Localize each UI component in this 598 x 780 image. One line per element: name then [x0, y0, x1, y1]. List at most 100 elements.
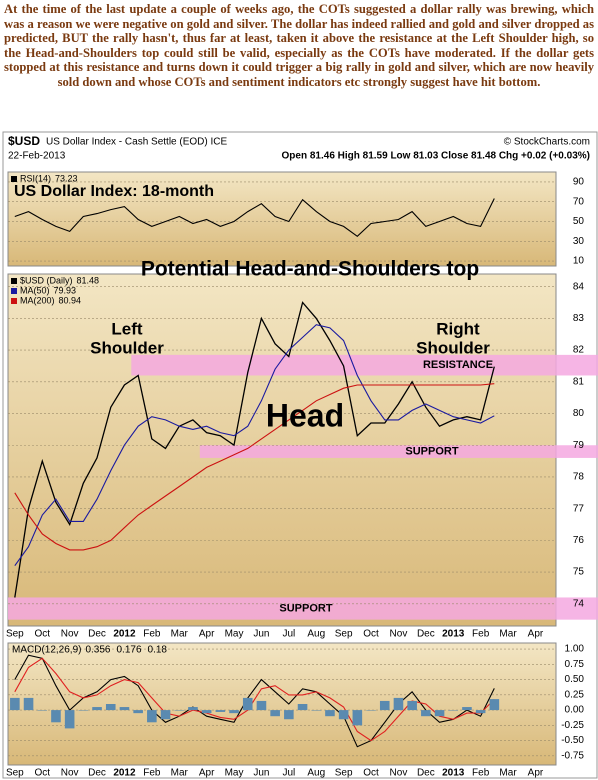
histogram-bar — [105, 704, 116, 711]
annotation: Shoulder — [90, 338, 164, 357]
y-tick-label: 81 — [573, 376, 585, 387]
y-tick-label: 70 — [573, 196, 585, 207]
x-tick-label: Nov — [390, 629, 408, 640]
band — [199, 445, 598, 458]
y-tick-label: 76 — [573, 535, 585, 546]
y-tick-label: -0.50 — [561, 735, 584, 746]
x-tick-label: Dec — [417, 768, 435, 779]
histogram-bar — [434, 710, 445, 717]
x-tick-label: Sep — [6, 629, 24, 640]
plot-area — [7, 642, 557, 766]
y-tick-label: 0.50 — [565, 674, 585, 685]
x-tick-label: Aug — [307, 768, 325, 779]
histogram-bar — [475, 710, 486, 714]
histogram-bar — [242, 697, 253, 711]
x-tick-label: Oct — [363, 629, 379, 640]
histogram-bar — [407, 700, 417, 711]
histogram-bar — [201, 710, 212, 714]
histogram-bar — [256, 700, 267, 711]
y-tick-label: 74 — [573, 598, 585, 609]
x-tick-label: Mar — [499, 629, 517, 640]
x-tick-label: 2012 — [113, 629, 136, 640]
legend-swatch — [11, 278, 17, 284]
legend-label: RSI(14) — [20, 173, 51, 183]
x-tick-label: Oct — [34, 768, 50, 779]
histogram-bar — [379, 700, 390, 711]
annotation: Right — [436, 319, 480, 338]
x-tick-label: Jul — [282, 768, 295, 779]
y-tick-label: 0.25 — [565, 689, 585, 700]
legend-value: 0.18 — [148, 645, 168, 656]
y-tick-label: 50 — [573, 216, 585, 227]
annotation: Potential Head-and-Shoulders top — [141, 258, 479, 281]
histogram-bar — [10, 697, 20, 711]
x-tick-label: Mar — [171, 768, 189, 779]
histogram-bar — [393, 697, 404, 711]
y-tick-label: 10 — [573, 256, 585, 267]
x-tick-label: 2013 — [442, 768, 465, 779]
histogram-bar — [325, 710, 335, 717]
legend-value: 80.94 — [59, 295, 82, 305]
y-tick-label: 83 — [573, 313, 585, 324]
x-tick-label: Dec — [88, 629, 106, 640]
index-name: US Dollar Index - Cash Settle (EOD) ICE — [46, 137, 227, 148]
histogram-bar — [284, 710, 294, 720]
x-tick-label: Oct — [363, 768, 379, 779]
x-tick-label: Nov — [61, 768, 79, 779]
x-tick-label: May — [225, 768, 244, 779]
histogram-bar — [215, 710, 226, 712]
legend-swatch — [11, 288, 17, 294]
y-tick-label: 79 — [573, 440, 585, 451]
x-tick-label: Apr — [528, 629, 544, 640]
y-tick-label: -0.75 — [561, 750, 584, 761]
y-tick-label: -0.25 — [561, 720, 584, 731]
legend-label: $USD (Daily) — [20, 275, 73, 285]
x-tick-label: Feb — [143, 629, 161, 640]
x-tick-label: 2012 — [113, 768, 136, 779]
histogram-bar — [174, 710, 185, 711]
x-tick-label: 2013 — [442, 629, 465, 640]
x-tick-label: Jun — [253, 629, 269, 640]
histogram-bar — [229, 710, 239, 714]
y-tick-label: 80 — [573, 408, 585, 419]
symbol: $USD — [8, 134, 40, 148]
annotation: Shoulder — [416, 338, 490, 357]
y-tick-label: 75 — [573, 567, 585, 578]
band-label: SUPPORT — [279, 602, 332, 614]
x-tick-label: Jul — [282, 629, 295, 640]
legend-value: 81.48 — [77, 275, 100, 285]
x-tick-label: Feb — [143, 768, 161, 779]
x-tick-label: Feb — [472, 629, 490, 640]
x-tick-label: Nov — [61, 629, 79, 640]
band-label: SUPPORT — [405, 445, 458, 457]
series-line — [14, 301, 495, 598]
band — [131, 354, 598, 376]
x-tick-label: Feb — [472, 768, 490, 779]
x-tick-label: Nov — [390, 768, 408, 779]
x-tick-label: Sep — [6, 768, 24, 779]
y-tick-label: 90 — [573, 177, 585, 188]
y-tick-label: 1.00 — [565, 644, 585, 655]
y-tick-label: 78 — [573, 472, 585, 483]
histogram-bar — [119, 707, 130, 711]
histogram-bar — [297, 704, 308, 711]
y-tick-label: 77 — [573, 503, 585, 514]
chart-title: US Dollar Index: 18-month — [14, 183, 214, 200]
legend-value: 0.356 — [85, 645, 110, 656]
legend-swatch — [11, 176, 17, 182]
histogram-bar — [64, 710, 75, 729]
legend-label: MACD(12,26,9) — [12, 645, 81, 656]
histogram-bar — [489, 699, 500, 711]
legend-value: 79.93 — [54, 285, 77, 295]
legend-label: MA(200) — [20, 295, 55, 305]
y-tick-label: 0.75 — [565, 659, 585, 670]
histogram-bar — [133, 710, 143, 714]
series-line — [14, 383, 495, 551]
series-line — [14, 324, 495, 567]
x-tick-label: Dec — [417, 629, 435, 640]
series-line — [14, 654, 495, 748]
histogram-bar — [92, 707, 102, 711]
legend-label: MA(50) — [20, 285, 50, 295]
